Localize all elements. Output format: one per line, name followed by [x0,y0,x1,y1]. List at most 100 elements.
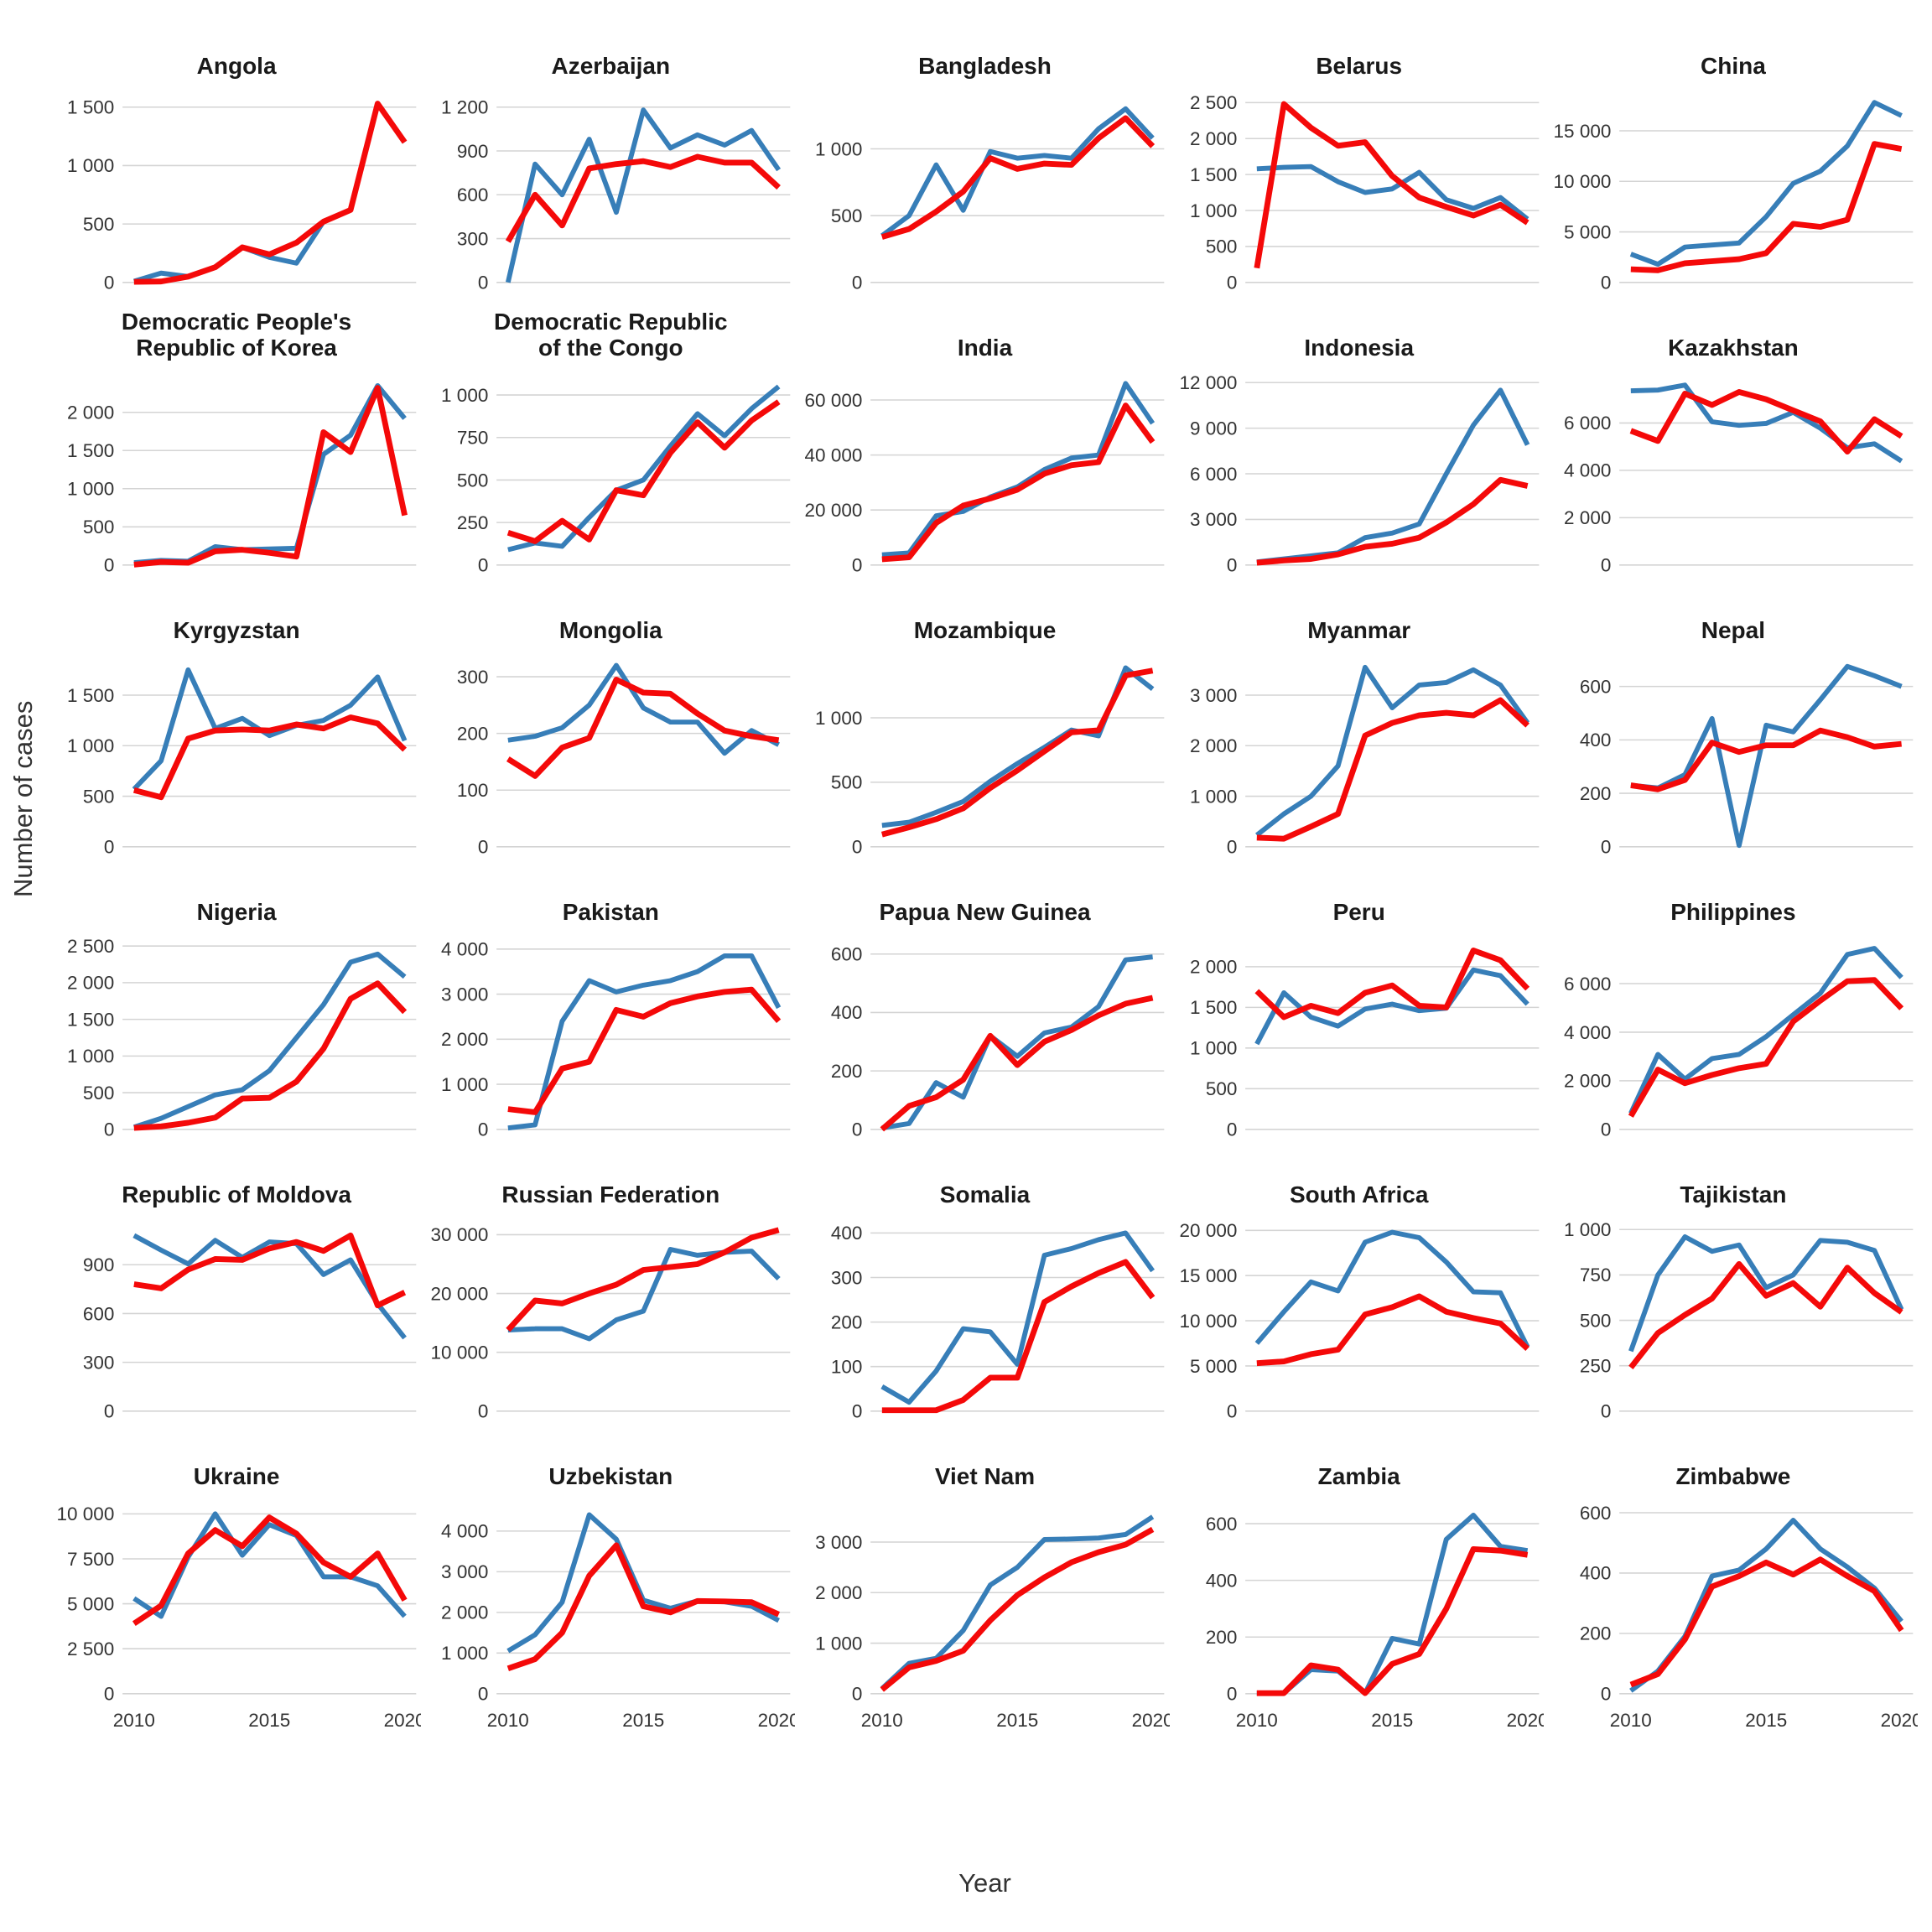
series-red-line [506,398,781,544]
y-tick-label: 400 [831,1002,863,1023]
y-tick-label: 300 [831,1268,863,1289]
y-tick-label: 1 000 [441,1074,488,1095]
series-blue-line [1628,1234,1904,1353]
series-blue-line [507,1247,781,1342]
series-blue-line [880,1230,1156,1405]
y-tick-label: 400 [1580,1562,1612,1583]
chart-panel-democratic-republic-of-the-congo: Democratic Republic of the Congo 0 250 500 7… [426,304,795,587]
y-tick-label: 0 [104,1119,115,1139]
series-red-line [881,115,1156,240]
series-red-line [1256,1545,1528,1696]
y-tick-label: 1 000 [67,478,114,499]
series-red-line [1254,947,1530,1021]
series-blue-line [132,951,407,1130]
series-red-line [1256,697,1530,842]
series-red-line [1628,1261,1903,1370]
y-tick-label: 1 200 [441,97,488,118]
y-tick-label: 500 [83,214,115,235]
y-tick-label: 3 000 [1190,685,1237,706]
line-chart: 0 500 1 000 [815,665,1165,857]
y-tick-label: 500 [831,205,863,226]
chart-title: Belarus [1316,52,1403,79]
y-tick-label: 500 [1205,236,1237,257]
y-tick-label: 10 000 [1553,171,1611,192]
line-chart: 0 500 1 000 1 500 [67,97,417,293]
row-spacer [426,293,795,304]
line-chart: 0 500 1 000 1 500 2 000 [67,382,417,574]
chart-title: Russian Federation [501,1181,720,1208]
series-blue-line [1628,1517,1903,1693]
x-tick-label: 2020 [384,1710,422,1731]
y-tick-label: 1 500 [1190,164,1237,185]
chart-title: India [957,335,1013,361]
line-chart: 0 500 1 000 [815,106,1165,293]
series-red-line [882,1259,1156,1414]
x-tick-label: 2010 [113,1710,155,1731]
line-chart: 0 500 1 000 1 500 2 000 2 500 [1190,92,1539,293]
chart-panel-kyrgyzstan: Kyrgyzstan 0 500 1 000 1 500 [52,586,421,869]
series-blue-line [507,953,782,1130]
y-tick-label: 1 000 [815,1633,862,1654]
y-tick-label: 1 500 [67,440,114,461]
y-tick-label: 600 [457,184,489,205]
row-spacer [426,1139,795,1150]
chart-panel-india: India 0 20 000 40 000 60 000 [800,304,1169,587]
y-tick-label: 900 [83,1254,115,1275]
line-chart: 0 200 400 600 [1580,663,1914,857]
y-tick-label: 900 [457,141,489,162]
y-tick-label: 0 [1226,1119,1237,1139]
chart-title: Peru [1332,899,1385,926]
y-tick-label: 200 [831,1312,863,1333]
line-chart: 0 200 400 600 [831,943,1165,1139]
line-chart: 0 2 500 5 000 7 500 10 000 2010 2015 2020 [57,1504,422,1731]
series-blue-line [507,662,781,756]
y-tick-label: 500 [457,470,489,491]
y-tick-label: 200 [457,724,489,745]
y-tick-label: 20 000 [1179,1220,1237,1241]
y-tick-label: 2 500 [67,1639,114,1659]
y-tick-label: 500 [83,786,115,807]
y-tick-label: 1 500 [1190,997,1237,1018]
series-blue-line [881,665,1155,828]
line-chart: 0 300 600 900 1 200 [441,97,791,293]
y-tick-label: 200 [1580,783,1612,804]
x-tick-label: 2020 [1880,1710,1918,1731]
y-tick-label: 0 [1226,1401,1237,1421]
y-tick-label: 7 500 [67,1549,114,1570]
series-red-line [1630,141,1903,273]
line-chart: 0 1 000 2 000 3 000 2010 2015 2020 [815,1514,1170,1731]
chart-title: Zambia [1317,1463,1400,1490]
y-tick-label: 0 [1601,1119,1612,1139]
chart-panel-democratic-people-s-republic-of-korea: Democratic People's Republic of Korea 0 50… [52,304,421,587]
y-tick-label: 1 000 [815,708,862,729]
y-tick-label: 1 000 [441,1643,488,1664]
chart-panel-papua-new-guinea: Papua New Guinea 0 200 400 600 [800,869,1169,1151]
y-tick-label: 2 000 [815,1582,862,1603]
x-tick-label: 2010 [1610,1710,1652,1731]
chart-panel-nepal: Nepal 0 200 400 600 [1549,586,1918,869]
series-red-line [1629,388,1903,454]
series-red-line [506,1227,780,1332]
y-tick-label: 200 [1205,1627,1237,1648]
y-tick-label: 100 [457,780,489,801]
line-chart: 0 500 1 000 1 500 2 000 [1190,947,1539,1139]
chart-title: Nigeria [196,899,277,926]
series-blue-line [506,107,782,283]
y-tick-label: 3 000 [815,1532,862,1553]
row-spacer [426,1421,795,1433]
chart-title: Mongolia [558,616,662,643]
y-tick-label: 2 000 [1564,1070,1611,1091]
chart-panel-myanmar: Myanmar 0 1 000 2 000 3 000 [1175,586,1544,869]
row-spacer [1175,1139,1544,1150]
chart-panel-russian-federation: Russian Federation 0 10 000 20 000 30 000 [426,1150,795,1433]
chart-panel-philippines: Philippines 0 2 000 4 000 6 000 [1549,869,1918,1151]
chart-title: Pakistan [562,899,659,926]
series-blue-line [1256,387,1530,564]
y-tick-label: 1 000 [815,138,862,159]
y-tick-label: 1 000 [1190,1037,1237,1058]
y-tick-label: 250 [457,512,489,532]
y-tick-label: 0 [852,1683,863,1704]
line-chart: 0 500 1 000 1 500 [67,667,417,857]
y-tick-label: 750 [1580,1265,1612,1285]
